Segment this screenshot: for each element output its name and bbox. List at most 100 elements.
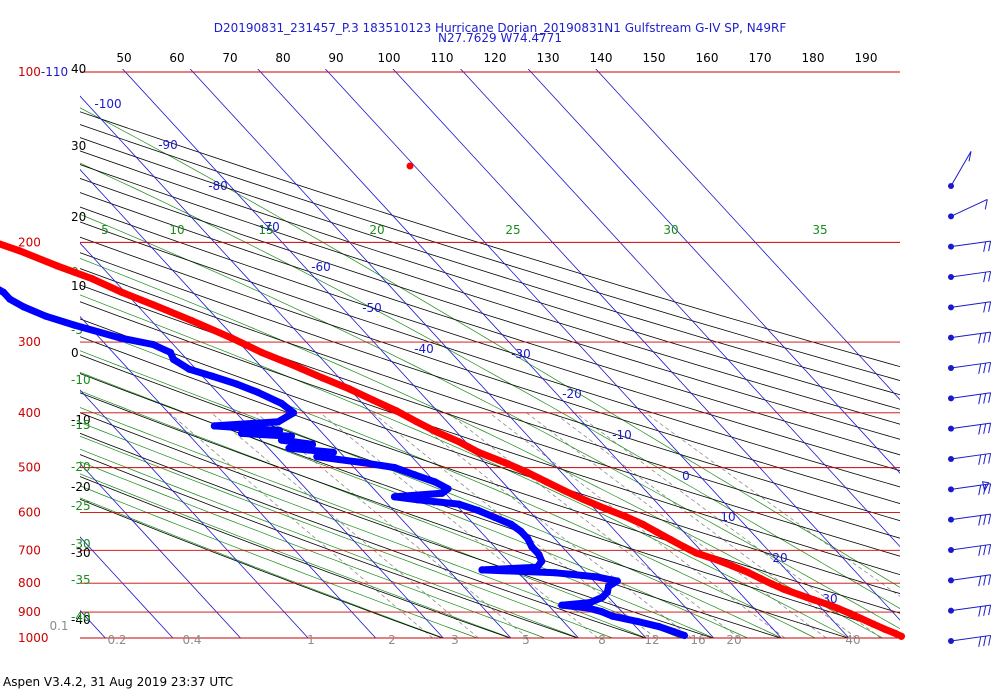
dry-adiabat-line bbox=[80, 236, 900, 504]
wind-barb-staff bbox=[950, 422, 991, 430]
wind-barb bbox=[948, 422, 992, 435]
temperature-line bbox=[0, 240, 905, 640]
theta-e-label: 25 bbox=[505, 223, 520, 237]
isotherm-label: -10 bbox=[612, 428, 632, 442]
moist-adiabat-line bbox=[80, 461, 545, 638]
isotherm-line bbox=[80, 462, 242, 638]
theta-left-label: -40 bbox=[71, 613, 91, 627]
isotherm-label: -70 bbox=[260, 220, 280, 234]
isotherm-line bbox=[257, 69, 782, 638]
theta-tick-label: 70 bbox=[222, 51, 237, 65]
dry-adiabat-line bbox=[80, 150, 900, 410]
mixing-ratio-label: 12 bbox=[644, 633, 659, 647]
mixing-ratio-label: 16 bbox=[690, 633, 705, 647]
pressure-tick-label: 200 bbox=[18, 235, 41, 249]
isotherm-label: 10 bbox=[720, 510, 735, 524]
dry-adiabat-line bbox=[80, 164, 900, 425]
temperature-point bbox=[406, 162, 414, 170]
mixing-ratio-label: 2 bbox=[388, 633, 396, 647]
theta-e-left-label: -25 bbox=[71, 499, 91, 513]
wind-barb bbox=[948, 481, 992, 496]
moist-adiabat-line bbox=[80, 294, 850, 638]
dry-adiabat-line bbox=[80, 373, 850, 638]
isotherm-line bbox=[595, 69, 900, 401]
mixing-ratio-label: 40 bbox=[845, 633, 860, 647]
theta-left-label: 0 bbox=[71, 346, 79, 360]
wind-barb-column bbox=[948, 151, 992, 647]
wind-barb-flag bbox=[983, 605, 987, 616]
theta-tick-label: 120 bbox=[484, 51, 507, 65]
wind-barb-flag bbox=[988, 362, 992, 373]
moist-adiabat-line bbox=[80, 448, 579, 638]
dry-adiabat-line bbox=[80, 336, 900, 614]
theta-left-label: -20 bbox=[71, 480, 91, 494]
theta-e-left-label: -10 bbox=[71, 373, 91, 387]
dry-adiabat-line bbox=[80, 498, 444, 638]
dewpoint-line bbox=[0, 286, 688, 639]
mixing-ratio-label: 0.2 bbox=[107, 633, 126, 647]
pressure-tick-label: 700 bbox=[18, 543, 41, 557]
wind-barb-flag bbox=[983, 393, 987, 404]
wind-barb-flag bbox=[978, 363, 982, 374]
mixing-ratio-label: 0.1 bbox=[49, 619, 68, 633]
moist-adiabat-line bbox=[80, 213, 900, 630]
wind-barb-staff bbox=[950, 483, 991, 490]
mixing-ratio-label: 5 bbox=[522, 633, 530, 647]
wind-barb bbox=[948, 634, 992, 647]
mixing-ratio-line bbox=[553, 412, 857, 638]
dry-adiabat-line bbox=[80, 268, 900, 539]
wind-barb-flag bbox=[988, 423, 992, 434]
wind-barb-flag bbox=[983, 272, 987, 283]
isotherm-line bbox=[80, 315, 377, 638]
wind-barb-flag bbox=[988, 635, 992, 646]
wind-barb bbox=[948, 198, 988, 220]
theta-left-label: 10 bbox=[71, 279, 86, 293]
theta-left-label: 30 bbox=[71, 139, 86, 153]
wind-barb bbox=[948, 574, 992, 587]
pressure-tick-label: 600 bbox=[18, 505, 41, 519]
theta-tick-label: 100 bbox=[378, 51, 401, 65]
wind-barb bbox=[948, 361, 992, 374]
isotherm-line bbox=[122, 69, 647, 638]
moist-adiabat-line bbox=[80, 324, 816, 638]
isotherm-line bbox=[527, 69, 900, 474]
theta-e-left-label: -15 bbox=[71, 418, 91, 432]
theta-tick-label: 50 bbox=[116, 51, 131, 65]
isotherm-line bbox=[80, 169, 512, 638]
theta-tick-label: 80 bbox=[275, 51, 290, 65]
pressure-tick-label: 1000 bbox=[18, 631, 49, 645]
wind-barb-staff bbox=[950, 574, 991, 581]
dry-adiabat-line bbox=[80, 137, 900, 396]
dry-adiabat-line bbox=[80, 221, 900, 488]
wind-barb-staff bbox=[950, 198, 988, 217]
wind-barb-flag bbox=[983, 545, 987, 556]
wind-barb-staff bbox=[950, 151, 972, 187]
wind-barb bbox=[948, 513, 992, 526]
dry-adiabat-line bbox=[80, 177, 900, 440]
wind-barb-flag bbox=[988, 544, 992, 555]
mixing-ratio-label: 8 bbox=[598, 633, 606, 647]
dry-adiabat-line bbox=[80, 354, 900, 634]
wind-barb-flag bbox=[988, 514, 992, 525]
theta-tick-label: 180 bbox=[802, 51, 825, 65]
wind-barb-staff bbox=[950, 543, 991, 551]
chart-title-line1: D20190831_231457_P.3 183510123 Hurricane… bbox=[213, 21, 787, 35]
pressure-tick-label: 400 bbox=[18, 406, 41, 420]
wind-barb-flag bbox=[988, 605, 992, 616]
isotherm-label: -50 bbox=[362, 301, 382, 315]
isotherm-line bbox=[80, 95, 580, 638]
moist-adiabat-line bbox=[80, 473, 512, 638]
pressure-tick-label: 800 bbox=[18, 576, 41, 590]
dry-adiabat-line bbox=[80, 476, 512, 638]
wind-barb-flag bbox=[983, 636, 987, 647]
mixing-ratio-label: 20 bbox=[726, 633, 741, 647]
isotherm-line bbox=[80, 536, 174, 638]
isotherm-line bbox=[80, 389, 309, 638]
theta-tick-label: 140 bbox=[590, 51, 613, 65]
wind-barb-flag bbox=[983, 363, 987, 374]
mixing-ratio-line bbox=[645, 412, 900, 597]
wind-barb-flag bbox=[978, 576, 982, 587]
isotherm-label: -60 bbox=[311, 260, 331, 274]
isotherm-line bbox=[189, 69, 715, 638]
wind-barb-flag bbox=[984, 199, 988, 210]
